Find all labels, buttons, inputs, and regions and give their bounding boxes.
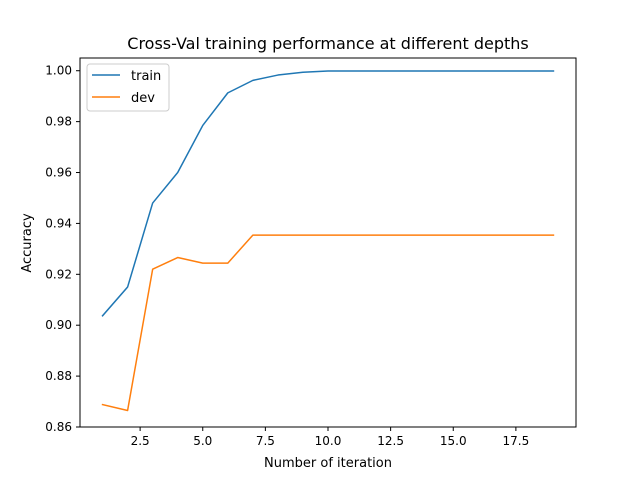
plot-frame bbox=[79, 57, 577, 428]
y-axis: 0.86 0.88 0.90 0.92 0.94 0.96 0.98 1.00 bbox=[45, 64, 80, 434]
y-tick-label: 0.90 bbox=[45, 318, 72, 332]
legend-label-dev: dev bbox=[131, 91, 155, 106]
y-tick-label: 0.96 bbox=[45, 166, 72, 180]
x-tick-label: 15.0 bbox=[440, 434, 467, 448]
y-tick-label: 0.92 bbox=[45, 267, 72, 281]
series-line-train bbox=[101, 70, 555, 317]
x-axis-label: Number of iteration bbox=[264, 456, 392, 471]
y-axis-label: Accuracy bbox=[20, 213, 35, 273]
chart-title: Cross-Val training performance at differ… bbox=[127, 34, 528, 53]
legend: train dev bbox=[86, 63, 170, 112]
series-line-dev bbox=[101, 234, 555, 412]
y-tick-label: 0.94 bbox=[45, 216, 72, 230]
y-tick-label: 0.88 bbox=[45, 369, 72, 383]
legend-label-train: train bbox=[131, 69, 161, 84]
x-tick-label: 5.0 bbox=[193, 434, 212, 448]
x-axis: 2.5 5.0 7.5 10.0 12.5 15.0 17.5 bbox=[131, 427, 530, 448]
y-tick-label: 1.00 bbox=[45, 64, 72, 78]
y-tick-label: 0.98 bbox=[45, 115, 72, 129]
x-tick-label: 12.5 bbox=[377, 434, 404, 448]
y-tick-label: 0.86 bbox=[45, 420, 72, 434]
x-tick-label: 7.5 bbox=[256, 434, 275, 448]
x-tick-label: 10.0 bbox=[315, 434, 342, 448]
plot-area bbox=[101, 70, 555, 412]
x-tick-label: 2.5 bbox=[131, 434, 150, 448]
x-tick-label: 17.5 bbox=[503, 434, 530, 448]
